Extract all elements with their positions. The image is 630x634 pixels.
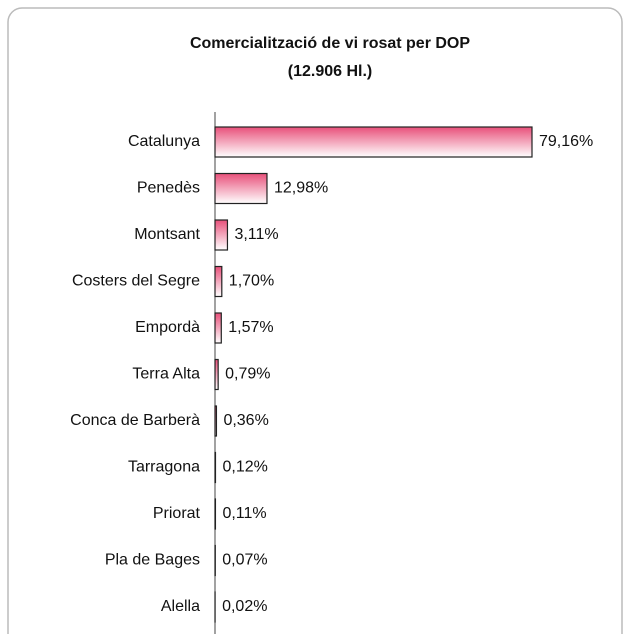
category-label: Costers del Segre xyxy=(72,273,200,290)
category-label: Terra Alta xyxy=(132,366,200,383)
bar xyxy=(214,358,219,391)
value-label: 1,70% xyxy=(229,273,274,290)
bar xyxy=(214,172,268,205)
chart-subtitle: (12.906 Hl.) xyxy=(288,63,372,80)
value-label: 0,11% xyxy=(222,505,266,522)
category-label: Alella xyxy=(161,598,200,615)
bar xyxy=(214,312,222,344)
category-label: Tarragona xyxy=(128,459,200,476)
bar xyxy=(214,265,223,298)
value-label: 0,02% xyxy=(222,598,267,615)
category-label: Pla de Bages xyxy=(105,552,200,569)
value-label: 3,11% xyxy=(234,226,278,243)
category-label: Montsant xyxy=(134,226,200,243)
value-label: 79,16% xyxy=(539,133,593,150)
bar xyxy=(214,219,229,251)
chart-frame xyxy=(7,7,623,634)
category-label: Empordà xyxy=(135,319,200,336)
bar xyxy=(214,405,218,437)
value-label: 0,07% xyxy=(222,552,267,569)
value-label: 12,98% xyxy=(274,180,328,197)
category-label: Conca de Barberà xyxy=(70,412,200,429)
category-label: Catalunya xyxy=(128,133,200,150)
bar xyxy=(214,126,533,158)
chart-title: Comercialització de vi rosat per DOP xyxy=(190,35,470,52)
value-label: 0,12% xyxy=(222,459,267,476)
value-label: 0,36% xyxy=(223,412,268,429)
value-label: 1,57% xyxy=(228,319,273,336)
category-label: Penedès xyxy=(137,180,200,197)
value-label: 0,79% xyxy=(225,366,270,383)
category-label: Priorat xyxy=(153,505,201,522)
